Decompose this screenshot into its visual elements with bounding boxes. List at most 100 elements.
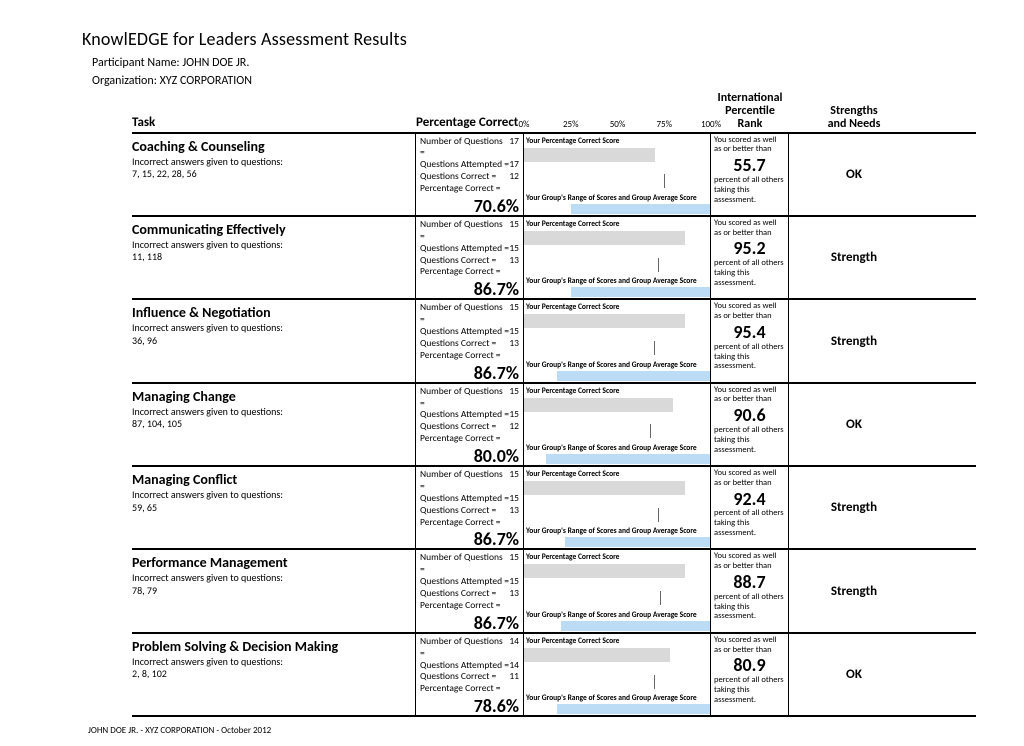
task-name: Performance Management (132, 554, 409, 571)
pc-label: Percentage Correct = (420, 266, 501, 278)
your-score-bar (524, 564, 685, 578)
pc-label: Percentage Correct = (420, 517, 501, 529)
group-avg-tick (658, 508, 659, 522)
group-range-label: Your Group's Range of Scores and Group A… (526, 527, 697, 536)
chart-cell: Your Percentage Correct ScoreYour Group'… (524, 550, 711, 631)
results-table: Coaching & Counseling Incorrect answers g… (132, 132, 976, 718)
axis-tick-label: 50% (610, 119, 626, 130)
rank-text-bot: percent of all others taking this assess… (714, 176, 785, 205)
chart-cell: Your Percentage Correct ScoreYour Group'… (524, 634, 711, 715)
task-incorrect-list: 78, 79 (132, 585, 409, 598)
strength-need-cell: Strength (789, 217, 919, 298)
group-range-bar (571, 204, 711, 214)
group-range-label: Your Group's Range of Scores and Group A… (526, 361, 697, 370)
stats-cell: Number of Questions =17Questions Attempt… (416, 134, 524, 215)
pct-correct-value: 86.7% (420, 364, 519, 382)
task-cell: Managing ConflictIncorrect answers given… (132, 467, 416, 548)
group-range-bar (571, 287, 711, 297)
your-score-bar (524, 148, 655, 162)
your-score-label: Your Percentage Correct Score (526, 303, 619, 312)
task-name: Problem Solving & Decision Making (132, 638, 409, 655)
your-score-label: Your Percentage Correct Score (526, 470, 619, 479)
percentile-rank-value: 95.4 (714, 323, 785, 342)
rank-text-bot: percent of all others taking this assess… (714, 426, 785, 455)
strength-need-cell: Strength (789, 467, 919, 548)
table-row: Managing ChangeIncorrect answers given t… (132, 384, 976, 467)
axis-tick-label: 75% (656, 119, 672, 130)
axis-tick-label: 0% (519, 119, 530, 130)
group-avg-tick (654, 341, 655, 355)
task-name: Managing Conflict (132, 471, 409, 488)
nq-label: Number of Questions = (420, 136, 509, 160)
pc-label: Percentage Correct = (420, 350, 501, 362)
stats-cell: Number of Questions =14Questions Attempt… (416, 634, 524, 715)
your-score-bar (524, 314, 685, 328)
report-title: KnowlEDGE for Leaders Assessment Results (82, 28, 976, 50)
qc-value: 13 (509, 255, 519, 267)
task-name: Influence & Negotiation (132, 304, 409, 321)
qc-value: 12 (509, 171, 519, 183)
page-footer: JOHN DOE JR. - XYZ CORPORATION - October… (88, 725, 976, 736)
your-score-label: Your Percentage Correct Score (526, 637, 619, 646)
task-incorrect-list: 7, 15, 22, 28, 56 (132, 168, 409, 181)
your-score-label: Your Percentage Correct Score (526, 220, 619, 229)
group-range-bar (546, 454, 710, 464)
task-incorrect-label: Incorrect answers given to questions: (132, 656, 409, 669)
pct-correct-value: 78.6% (420, 697, 519, 715)
nq-label: Number of Questions = (420, 636, 509, 660)
percentile-rank-value: 90.6 (714, 406, 785, 425)
group-range-label: Your Group's Range of Scores and Group A… (526, 611, 697, 620)
group-range-bar (557, 704, 710, 714)
qc-value: 13 (509, 338, 519, 350)
strength-need-cell: Strength (789, 300, 919, 381)
rank-text-bot: percent of all others taking this assess… (714, 676, 785, 705)
percentile-rank-value: 80.9 (714, 656, 785, 675)
percentile-rank-value: 55.7 (714, 156, 785, 175)
task-incorrect-list: 2, 8, 102 (132, 668, 409, 681)
rank-cell: You scored as well as or better than92.4… (711, 467, 789, 548)
nq-label: Number of Questions = (420, 386, 509, 410)
strength-need-cell: OK (789, 384, 919, 465)
participant-name: JOHN DOE JR. (182, 56, 249, 70)
task-name: Managing Change (132, 388, 409, 405)
table-row: Problem Solving & Decision MakingIncorre… (132, 634, 976, 717)
rank-text-top: You scored as well as or better than (714, 386, 785, 406)
task-incorrect-list: 59, 65 (132, 502, 409, 515)
stats-cell: Number of Questions =15Questions Attempt… (416, 550, 524, 631)
rank-text-bot: percent of all others taking this assess… (714, 259, 785, 288)
pct-correct-value: 70.6% (420, 197, 519, 215)
chart-axis: 0%25%50%75%100% (524, 102, 711, 132)
rank-cell: You scored as well as or better than95.4… (711, 300, 789, 381)
nq-label: Number of Questions = (420, 552, 509, 576)
task-incorrect-label: Incorrect answers given to questions: (132, 239, 409, 252)
task-incorrect-list: 11, 118 (132, 251, 409, 264)
your-score-label: Your Percentage Correct Score (526, 387, 619, 396)
axis-tick-label: 100% (701, 119, 721, 130)
chart-cell: Your Percentage Correct Score Your Group'… (524, 384, 711, 465)
rank-text-bot: percent of all others taking this assess… (714, 509, 785, 538)
pct-correct-value: 86.7% (420, 530, 519, 548)
task-cell: Coaching & CounselingIncorrect answers g… (132, 134, 416, 215)
pct-correct-value: 86.7% (420, 614, 519, 632)
task-incorrect-label: Incorrect answers given to questions: (132, 489, 409, 502)
your-score-bar (524, 648, 670, 662)
task-name: Coaching & Counseling (132, 138, 409, 155)
nq-value: 17 (509, 136, 519, 160)
table-row: Coaching & CounselingIncorrect answers g… (132, 134, 976, 217)
rank-text-top: You scored as well as or better than (714, 302, 785, 322)
group-range-label: Your Group's Range of Scores and Group A… (526, 444, 697, 453)
task-incorrect-label: Incorrect answers given to questions: (132, 322, 409, 335)
nq-value: 15 (509, 469, 519, 493)
table-row: Performance ManagementIncorrect answers … (132, 550, 976, 633)
pc-label: Percentage Correct = (420, 600, 501, 612)
qa-label: Questions Attempted = (420, 243, 509, 255)
your-score-bar (524, 398, 673, 412)
rank-cell: You scored as well as or better than55.7… (711, 134, 789, 215)
chart-cell: Your Percentage Correct ScoreYour Group'… (524, 217, 711, 298)
group-range-bar (561, 621, 710, 631)
header-pct: Percentage Correct (416, 115, 524, 132)
task-cell: Problem Solving & Decision MakingIncorre… (132, 634, 416, 715)
task-cell: Influence & NegotiationIncorrect answers… (132, 300, 416, 381)
qa-label: Questions Attempted = (420, 493, 509, 505)
participant-label: Participant Name: (92, 56, 180, 70)
